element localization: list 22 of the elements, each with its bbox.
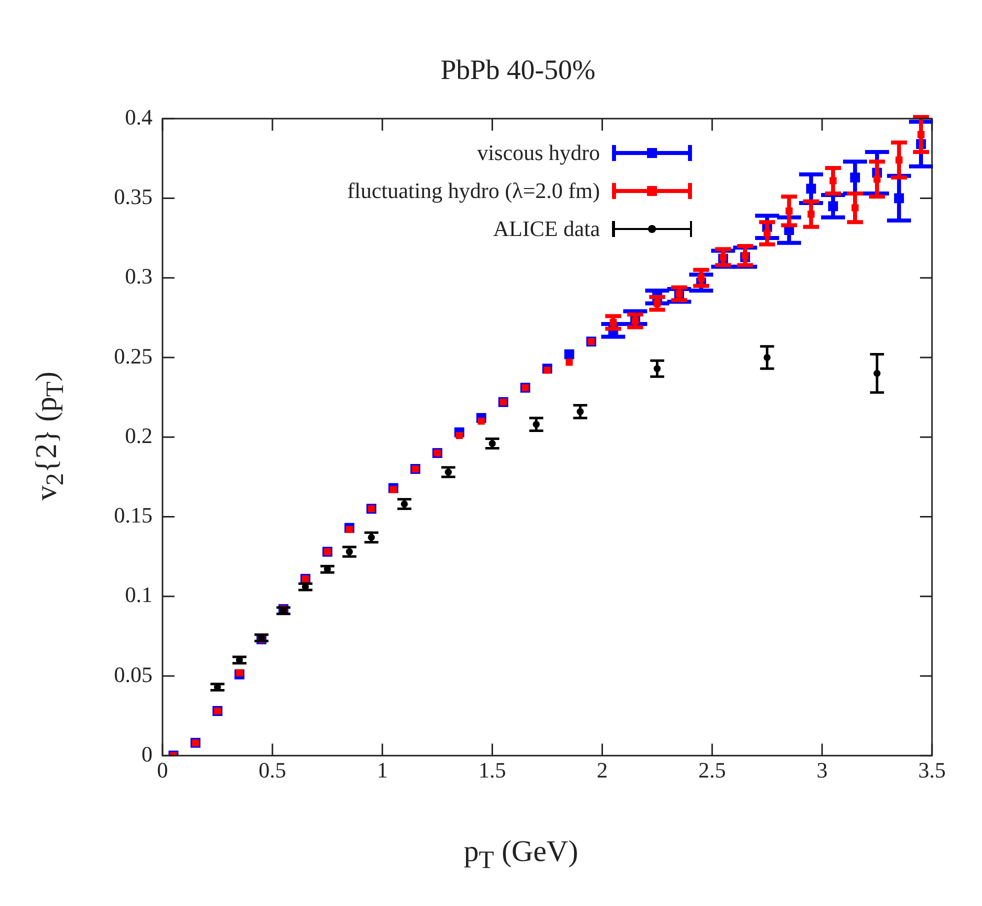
x-tick-label: 1	[376, 758, 388, 783]
x-tick-label: 2	[596, 758, 608, 783]
y-tick-label: 0.1	[125, 582, 152, 608]
x-tick-label: 3.5	[918, 758, 946, 783]
legend-label: ALICE data	[493, 216, 600, 242]
y-tick-label: 0.15	[114, 502, 152, 528]
x-tick-label: 3	[816, 758, 828, 783]
x-tick-label: 0.5	[258, 758, 286, 783]
y-tick-label: 0.2	[125, 422, 152, 448]
y-tick-label: 0.35	[114, 184, 152, 210]
chart-title: PbPb 40-50%	[440, 55, 596, 86]
legend-label: fluctuating hydro (λ=2.0 fm)	[347, 178, 600, 204]
y-tick-label: 0	[142, 741, 152, 766]
x-tick-label: 2.5	[698, 758, 726, 783]
y-tick-label: 0.05	[114, 662, 152, 687]
y-tick-label: 0.4	[125, 104, 152, 130]
x-axis-title: p$_{T}$ (GeV)	[462, 835, 580, 875]
legend-label: viscous hydro	[477, 140, 600, 166]
y-tick-label: 0.3	[125, 264, 152, 289]
y-tick-label: 0.25	[114, 343, 152, 368]
x-tick-label: 1.5	[478, 758, 506, 783]
x-tick-label: 0	[157, 758, 168, 783]
